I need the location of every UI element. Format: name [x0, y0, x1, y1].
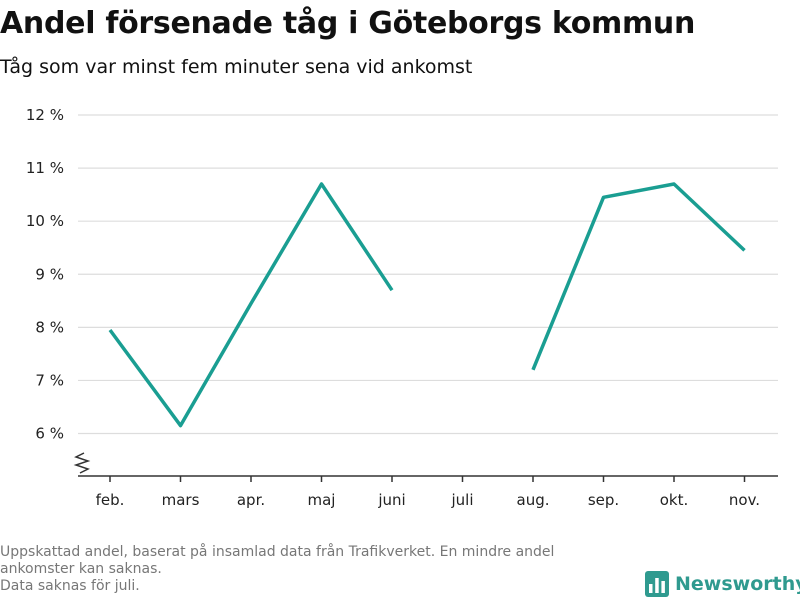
line-chart: 6 % 7 % 8 % 9 % 10 % 11 % 12 % feb. mars apr. maj… [26, 106, 778, 509]
brand-name: Newsworthy [675, 573, 800, 595]
chart-subtitle: Tåg som var minst fem minuter sena vid a… [0, 56, 473, 78]
x-tick-label: mars [162, 491, 200, 509]
chart-title: Andel försenade tåg i Göteborgs kommun [0, 6, 696, 41]
series-lines [108, 182, 746, 428]
x-tick-label: juli [450, 491, 473, 509]
grid-lines [78, 114, 778, 435]
y-tick-label: 8 % [35, 318, 64, 336]
y-tick-label: 10 % [26, 212, 64, 230]
axis-break-icon [73, 452, 91, 474]
y-tick-label: 6 % [35, 425, 64, 443]
footnote-line: ankomster kan saknas. [0, 561, 162, 577]
x-tick-label: juni [377, 491, 405, 509]
y-tick-label: 7 % [35, 371, 64, 389]
x-tick-label: okt. [660, 491, 689, 509]
x-axis [73, 452, 778, 482]
y-tick-label: 9 % [35, 265, 64, 283]
x-tick-label: aug. [517, 491, 550, 509]
x-tick-label: apr. [237, 491, 265, 509]
series-line [531, 182, 746, 371]
bar-chart-logo-icon [645, 571, 669, 597]
y-tick-labels: 6 % 7 % 8 % 9 % 10 % 11 % 12 % [26, 106, 64, 443]
footnote-line: Uppskattad andel, baserat på insamlad da… [0, 544, 555, 560]
footnote-line: Data saknas för juli. [0, 578, 140, 594]
y-tick-label: 12 % [26, 106, 64, 124]
x-tick-label: feb. [96, 491, 125, 509]
y-tick-label: 11 % [26, 159, 64, 177]
x-tick-label: nov. [729, 491, 760, 509]
x-tick-labels: feb. mars apr. maj juni juli aug. sep. okt. nov. [96, 491, 760, 509]
x-tick-label: sep. [588, 491, 619, 509]
x-tick-label: maj [308, 491, 336, 509]
series-line [108, 182, 394, 428]
brand-logo: Newsworthy [645, 569, 800, 599]
footnote: Uppskattad andel, baserat på insamlad da… [0, 544, 630, 595]
